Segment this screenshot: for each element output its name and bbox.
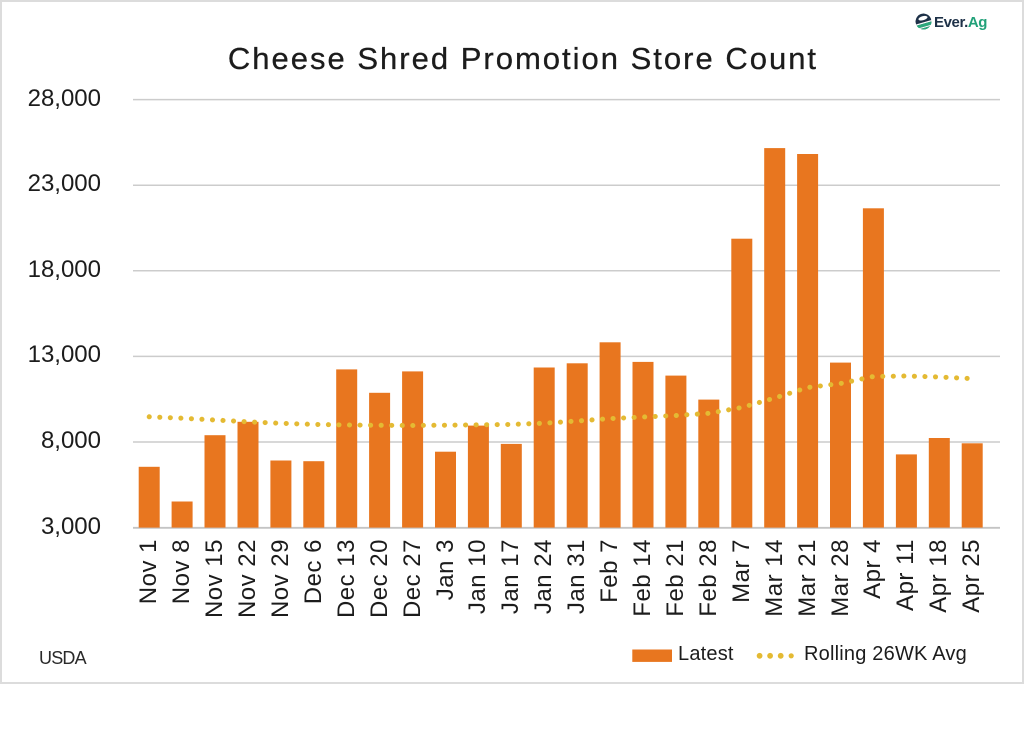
- svg-text:Ever.Ag: Ever.Ag: [934, 14, 987, 31]
